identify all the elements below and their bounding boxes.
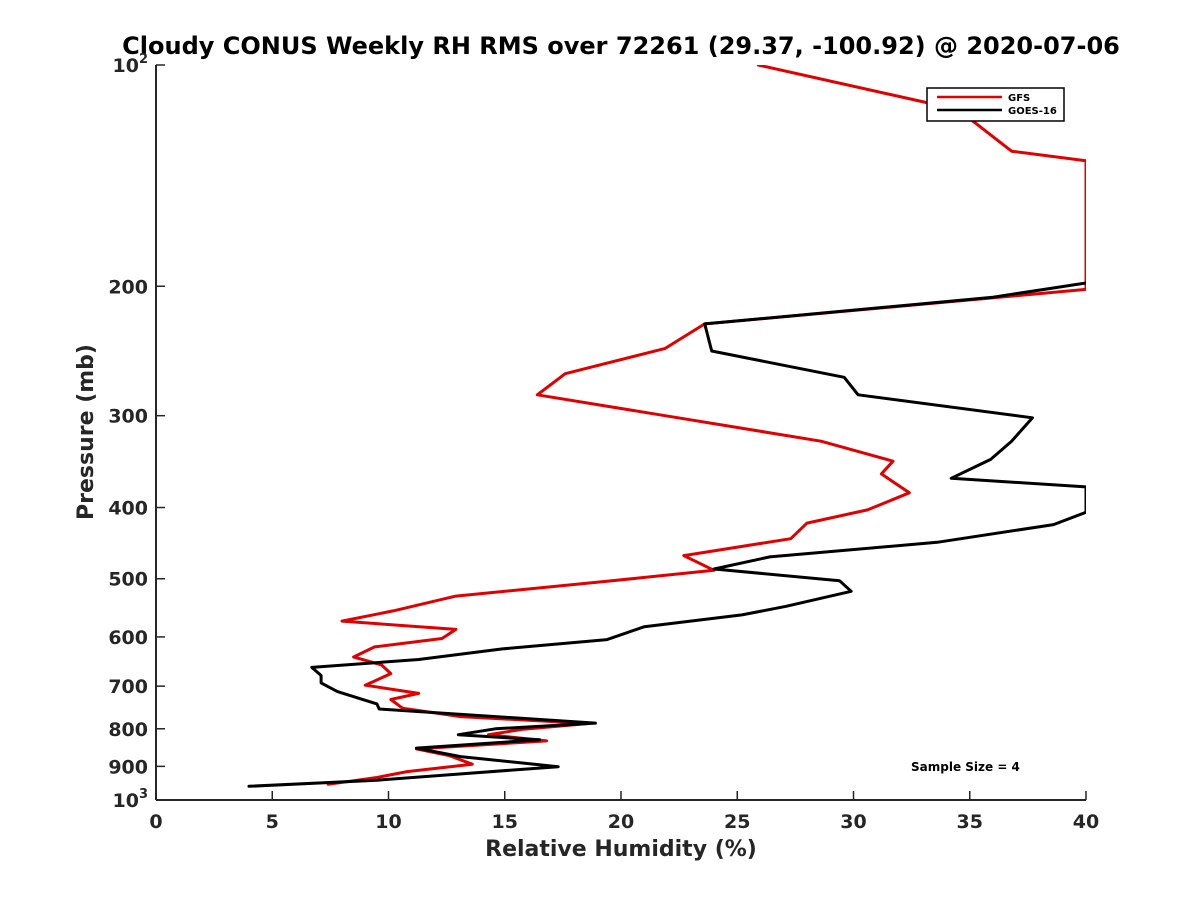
x-tick-label: 15 [492, 811, 518, 833]
x-tick-label: 5 [266, 811, 279, 833]
y-tick-label: 700 [108, 676, 148, 698]
y-tick-label: 300 [108, 406, 148, 428]
axes-layer: 0 5 10 15 20 25 30 35 40 102 200 300 400 500 600 700 800… [108, 52, 1099, 833]
x-tick-label: 30 [840, 811, 866, 833]
x-tick-label: 35 [957, 811, 983, 833]
series-line-goes-16 [247, 281, 1086, 788]
y-tick-label: 200 [108, 276, 148, 298]
y-axis-label: Pressure (mb) [74, 344, 99, 520]
y-tick-label: 900 [108, 756, 148, 778]
series-line-gfs [326, 65, 1086, 786]
legend-label-goes-16: GOES-16 [1008, 106, 1057, 117]
x-tick-label: 20 [608, 811, 634, 833]
x-tick-label: 25 [724, 811, 750, 833]
legend-box [926, 87, 1065, 122]
y-tick-label: 103 [113, 787, 149, 812]
y-tick-label: 600 [108, 627, 148, 649]
legend: GFS GOES-16 [926, 87, 1065, 122]
x-tick-label: 10 [375, 811, 401, 833]
legend-label-gfs: GFS [1008, 93, 1030, 104]
y-tick-label: 400 [108, 498, 148, 520]
x-axis-label: Relative Humidity (%) [485, 837, 757, 862]
series-layer [247, 65, 1086, 788]
sample-size-annotation: Sample Size = 4 [911, 760, 1020, 774]
x-tick-label: 40 [1073, 811, 1099, 833]
chart-title: Cloudy CONUS Weekly RH RMS over 72261 (2… [122, 32, 1120, 60]
y-tick-label: 102 [113, 52, 149, 77]
x-tick-label: 0 [149, 811, 162, 833]
y-tick-label: 500 [108, 569, 148, 591]
y-tick-label: 800 [108, 719, 148, 741]
